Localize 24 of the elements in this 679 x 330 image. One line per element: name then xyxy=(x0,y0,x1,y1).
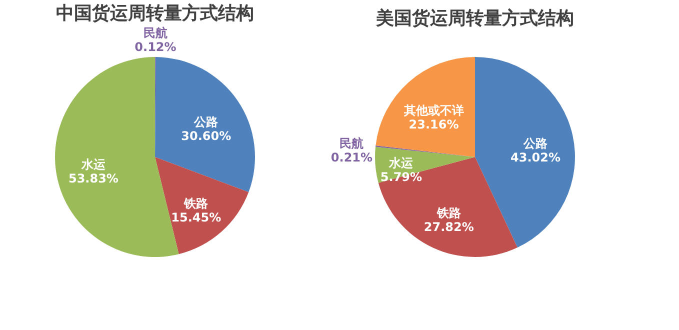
chart-title: 美国货运周转量方式结构 xyxy=(375,8,574,29)
pie-slice xyxy=(376,145,475,157)
slice-label: 民航 xyxy=(143,26,168,40)
pie-slice xyxy=(475,57,575,248)
slice-label: 铁路 xyxy=(183,196,210,210)
slice-label: 水运 xyxy=(388,156,414,170)
slice-label: 其他或不详 xyxy=(402,104,464,118)
pie-slice xyxy=(155,57,255,192)
slice-label: 水运 xyxy=(80,157,106,172)
data-label: 15.45% xyxy=(171,210,222,224)
data-label: 53.83% xyxy=(68,171,118,186)
data-label: 30.60% xyxy=(181,128,232,143)
slice-label: 公路 xyxy=(193,114,220,129)
data-label: 0.12% xyxy=(134,40,176,54)
data-label: 43.02% xyxy=(510,150,561,165)
data-label: 23.16% xyxy=(408,118,459,132)
slice-label: 民航 xyxy=(340,136,364,151)
data-label: 0.21% xyxy=(330,150,373,165)
slice-label: 铁路 xyxy=(436,206,462,220)
chart-title: 中国货运周转量方式结构 xyxy=(56,3,254,24)
data-label: 27.82% xyxy=(424,220,474,234)
slice-label: 公路 xyxy=(522,136,549,151)
pie-slice xyxy=(155,157,249,254)
pie-slice xyxy=(376,57,475,157)
